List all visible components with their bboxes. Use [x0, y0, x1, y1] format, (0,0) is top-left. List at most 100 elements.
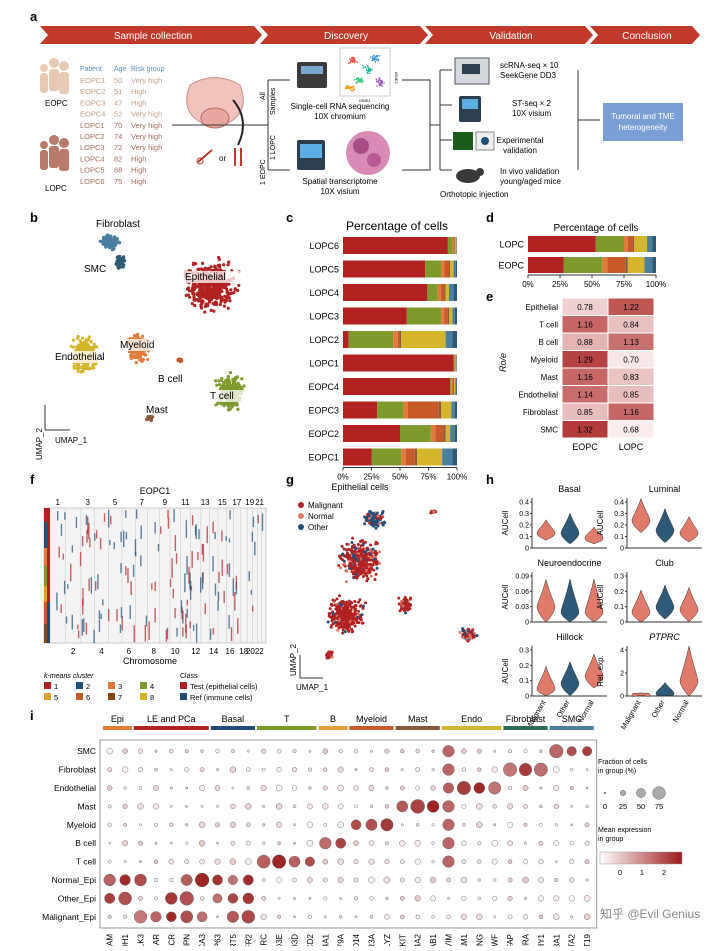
dotplot-row-label: SMC: [77, 746, 96, 756]
epi-umap-point: [404, 611, 408, 615]
cnv-streak: [119, 624, 122, 634]
umap-point: [225, 287, 229, 291]
epi-umap-point: [354, 618, 358, 622]
dotplot-dot: [431, 823, 435, 827]
epi-umap-point: [353, 564, 357, 568]
prostate-icon: [186, 77, 244, 146]
bar-segment: [435, 425, 444, 442]
bar-segment: [452, 237, 454, 254]
violin-y-tick-label: 0.4: [614, 500, 624, 507]
class-label: Test (epithelial cells): [190, 682, 258, 691]
val1-line1: scRNA-seq × 10: [500, 61, 559, 70]
dotplot-dot: [337, 858, 344, 865]
cnv-streak: [63, 580, 66, 595]
dotplot-gene-label: LYZ: [383, 934, 392, 946]
cnv-streak: [192, 624, 195, 631]
umap-point: [190, 286, 195, 290]
bar-segment: [401, 448, 406, 466]
cnv-streak: [209, 628, 212, 640]
kmeans-label: 2: [86, 682, 90, 691]
dotplot-dot: [585, 804, 589, 809]
heatmap-cell-value: 1.32: [577, 425, 593, 434]
dotplot-dot: [246, 786, 251, 790]
dotplot-dot: [229, 821, 236, 828]
cnv-streak: [56, 510, 59, 521]
cnv-streak: [212, 555, 214, 572]
bar-category-label: LOPC5: [309, 265, 339, 275]
kmeans-label: 6: [86, 693, 90, 702]
epi-umap-point: [369, 518, 373, 522]
mini-tsne-point: [353, 61, 356, 64]
dotplot-dot: [553, 895, 560, 902]
dotplot-dot: [503, 762, 518, 777]
dotplot-dot: [442, 745, 455, 758]
umap-point: [215, 383, 219, 387]
umap-cluster-label: Epithelial: [185, 272, 226, 283]
dotplot-dot: [554, 877, 559, 883]
stage-arrow: [260, 26, 428, 44]
cnv-streak: [65, 616, 68, 624]
class-sidebar: [47, 602, 50, 624]
cnv-streak: [228, 538, 231, 543]
cnv-bottom-tick: 14: [209, 647, 218, 656]
patient-age: 74: [114, 132, 122, 141]
epi-umap-point: [337, 594, 341, 598]
epi-umap-point: [350, 606, 354, 610]
umap-point: [121, 265, 125, 269]
umap-point: [235, 402, 239, 406]
umap-point: [215, 296, 219, 301]
umap-point: [184, 293, 188, 297]
heatmap-cell-value: 1.14: [577, 390, 593, 399]
cnv-streak: [194, 525, 197, 536]
dotplot-dot: [476, 803, 483, 810]
epi-umap-point: [339, 611, 343, 615]
kmeans-legend: 1 2 3 4 5 6 7 8: [44, 682, 154, 702]
mini-tsne-point: [350, 89, 353, 92]
dotplot-dot: [353, 749, 359, 754]
marker-dotplot: Epi LE and PCa Basal T B Myeloid Mast Endo Fibro…: [42, 714, 598, 951]
gene-group-bar: [210, 726, 255, 730]
dotplot-dot: [396, 800, 409, 813]
violin-y-tick-label: 0.1: [614, 534, 624, 541]
umap-point: [204, 302, 208, 306]
epi-umap-point: [363, 571, 367, 575]
cnv-bottom-tick: 16: [226, 647, 235, 656]
dotplot-row-label: Normal_Epi: [52, 875, 97, 885]
bar-x-tick-label: 0%: [522, 280, 534, 289]
epi-umap-point: [343, 562, 347, 566]
epi-umap-point: [345, 548, 349, 552]
cnv-streak: [82, 598, 84, 615]
epi-umap-point: [357, 621, 361, 625]
dotplot-row-label: Malignant_Epi: [42, 912, 96, 922]
patient-id: LOPC3: [80, 143, 105, 152]
dotplot-dot: [165, 892, 178, 905]
epi-umap-point: [378, 561, 382, 565]
bar-x-tick-label: 100%: [447, 473, 467, 482]
epi-umap-point: [381, 509, 385, 513]
violin-y-tick-label: 0.2: [519, 523, 529, 530]
dotplot-dot: [277, 897, 281, 900]
cell-type-umap: Fibroblast SMC Epithelial Endothelial Myeloi…: [53, 219, 246, 423]
cnv-streak: [132, 564, 135, 577]
umap-point: [208, 298, 212, 302]
umap-point: [236, 407, 240, 412]
panel-letter-e: e: [486, 289, 493, 304]
cnv-streak: [212, 521, 214, 534]
cnv-streak: [77, 624, 79, 630]
dotplot-dot: [353, 840, 359, 846]
bar-segment: [343, 401, 378, 419]
mini-tsne-point: [352, 56, 355, 59]
lopc-group-label: LOPC: [45, 184, 67, 193]
umap-point: [134, 361, 138, 365]
conclusion-line2: heterogeneity: [619, 123, 667, 132]
cnv-streak: [85, 515, 88, 525]
class-sidebar: [47, 508, 50, 522]
bar-segment: [400, 425, 431, 442]
dotplot-dot: [491, 840, 498, 847]
epi-umap-point: [381, 523, 385, 527]
panel-letter-g: g: [286, 472, 294, 487]
header-risk: Risk group: [131, 66, 165, 73]
dotplot-dot: [368, 840, 375, 846]
epi-umap-point: [345, 542, 349, 546]
stage-label: Conclusion: [622, 31, 671, 42]
